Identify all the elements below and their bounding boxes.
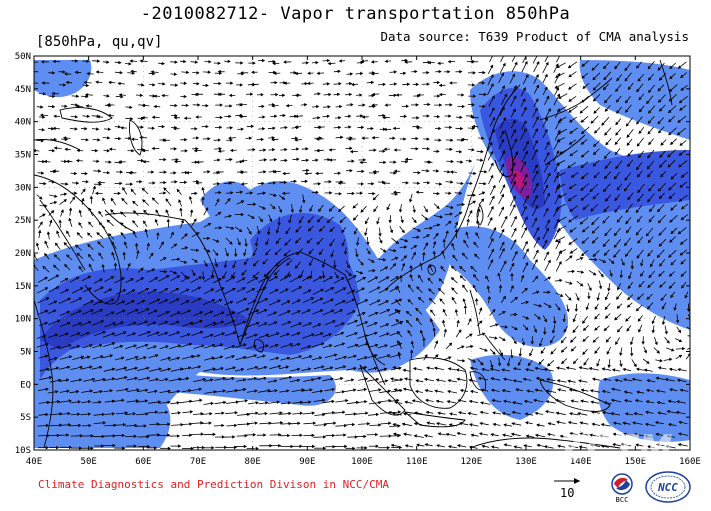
lat-tick-label: EQ (20, 380, 31, 390)
watermark: ZCTM (560, 428, 675, 468)
credit-text: Climate Diagnostics and Prediction Divis… (38, 478, 389, 491)
bcc-logo-text: BCC (616, 496, 629, 504)
flux-vector-head (536, 54, 538, 56)
lon-tick-label: 50E (81, 457, 97, 467)
map-plot-area (31, 51, 695, 450)
lat-tick-label: 5S (20, 413, 31, 423)
lat-tick-label: 50N (15, 52, 31, 62)
flux-vector-head (693, 336, 695, 338)
lat-tick-label: 40N (15, 118, 31, 128)
flux-vector-head (31, 82, 33, 84)
lon-tick-label: 70E (190, 457, 206, 467)
flux-vector-head (692, 346, 694, 348)
flux-vector-head (504, 51, 506, 53)
lon-tick-label: 160E (679, 457, 701, 467)
ncc-logo: NCC (644, 470, 692, 504)
flux-vector-head (690, 329, 692, 331)
lon-tick-label: 90E (299, 457, 315, 467)
lon-tick-label: 130E (515, 457, 537, 467)
flux-vector-head (560, 52, 562, 54)
flux-vector-head (493, 51, 495, 53)
flux-vector-head (526, 52, 528, 54)
flux-vector-head (515, 52, 517, 54)
lon-tick-label: 40E (26, 457, 42, 467)
lat-tick-label: 5N (20, 348, 31, 358)
lat-tick-label: 35N (15, 151, 31, 161)
lon-tick-label: 100E (351, 457, 373, 467)
lon-tick-label: 80E (245, 457, 261, 467)
lon-tick-label: 110E (406, 457, 428, 467)
lat-tick-label: 15N (15, 282, 31, 292)
ncc-logo-text: NCC (657, 481, 678, 494)
lat-tick-label: 25N (15, 216, 31, 226)
lon-tick-label: 120E (460, 457, 482, 467)
lat-tick-label: 30N (15, 183, 31, 193)
lat-tick-label: 10S (15, 446, 31, 456)
lat-tick-label: 45N (15, 85, 31, 95)
reference-vector-label: 10 (560, 486, 574, 500)
bcc-logo: BCC (606, 472, 638, 504)
lat-tick-label: 10N (15, 315, 31, 325)
lon-tick-label: 60E (135, 457, 151, 467)
lat-tick-label: 20N (15, 249, 31, 259)
